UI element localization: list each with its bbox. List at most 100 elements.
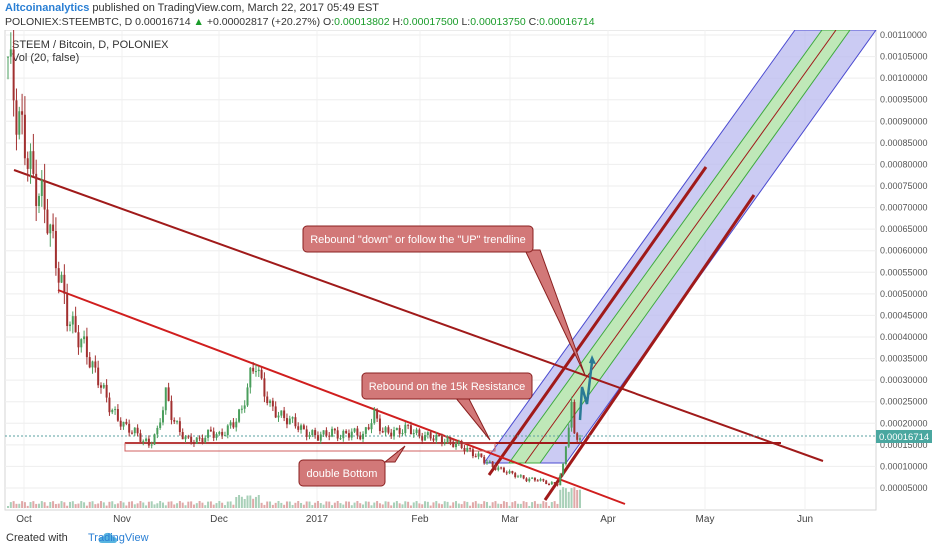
candle-body [88,357,91,368]
volume-bar [562,487,565,508]
candle-body [517,476,520,478]
y-tick-label: 0.00005000 [880,483,928,493]
candle-body [235,421,238,428]
candle-body [302,425,305,430]
volume-bar [339,503,342,508]
volume-bar [176,503,179,508]
candle-body [359,435,362,440]
volume-bar [66,505,69,508]
x-tick-label: 2017 [306,514,329,525]
candle-body [486,462,489,464]
x-tick-label: Feb [411,514,429,525]
candle-body [150,444,153,446]
author-link[interactable]: Altcoinanalytics [5,2,90,14]
candle-body [573,401,576,434]
candle-body [300,425,303,430]
volume-bar [122,502,125,508]
x-tick-label: Jun [797,514,813,525]
x-tick-label: Dec [210,514,228,525]
candle-body [443,442,446,444]
volume-bar [114,504,117,508]
candle-body [18,111,21,135]
candle-body [455,443,458,448]
candles [7,30,581,487]
candle-body [145,438,148,441]
candle-body [556,483,559,486]
candle-body [280,410,283,416]
volume-bar [266,501,269,508]
candle-body [128,423,131,433]
volume-bar [288,501,291,508]
volume-bar [418,503,421,508]
volume-bar [536,503,539,508]
volume-bar [294,502,297,508]
candle-body [483,456,486,463]
volume-bar [350,505,353,508]
candle-body [367,427,370,430]
candle-body [370,423,373,430]
candle-body [432,438,435,441]
volume-bar [364,501,367,508]
candle-body [139,433,142,442]
volume-bar [311,505,314,508]
volume-bar [145,505,148,508]
candle-body [308,435,311,437]
volume-bar [43,502,46,508]
price-chart[interactable]: 0.00110000 0.00105000 0.00100000 0.00095000… [0,30,932,526]
volume-bar [345,501,348,508]
volume-bar [285,501,288,508]
volume-bar [54,504,57,508]
volume-bar [29,502,32,508]
volume-bar [74,504,77,508]
volume-bar [246,495,249,508]
candle-body [559,474,562,486]
volume-bar [139,501,142,508]
volume-bar [150,501,153,508]
volume-bar [212,504,215,508]
candle-body [74,316,77,333]
volume-bar [88,501,91,508]
candle-body [376,409,379,419]
volume-bar [97,503,100,508]
volume-bar [471,502,474,508]
support-zone [124,442,496,452]
candle-body [288,418,291,425]
volume-bar [49,501,52,508]
volume-bar [356,501,359,508]
volume-bar [111,501,114,508]
volume-bar [381,504,384,508]
volume-bar [497,503,500,508]
tradingview-link[interactable]: TradingView [88,532,149,544]
candle-body [500,467,503,469]
candle-body [449,437,452,442]
volume-bar [125,505,128,508]
candle-body [164,387,167,411]
volume-bar [269,501,272,508]
candle-body [97,367,100,386]
volume-bar [280,502,283,508]
candle-body [243,405,246,409]
candle-body [257,369,260,372]
candle-body [198,437,201,439]
chart-header: Altcoinanalytics published on TradingVie… [0,0,932,30]
candle-body [263,378,266,397]
candle-body [238,409,241,422]
open-label: O: [323,16,335,28]
volume-bar [300,502,303,508]
candle-body [342,430,345,439]
candle-body [350,431,353,438]
volume-bar [108,501,111,508]
candle-body [519,475,522,477]
volume-bar [550,502,553,508]
volume-bar [440,504,443,508]
y-tick-label: 0.00035000 [880,354,928,364]
volume-bar [15,503,18,508]
up-arrow-icon: ▲ [193,16,204,28]
volume-bar [455,501,458,508]
volume-bar [488,505,491,508]
last-price-tag [876,430,932,443]
candle-body [542,479,545,481]
candle-body [102,384,105,388]
candle-body [579,438,581,440]
low-value: 0.00013750 [470,16,526,28]
